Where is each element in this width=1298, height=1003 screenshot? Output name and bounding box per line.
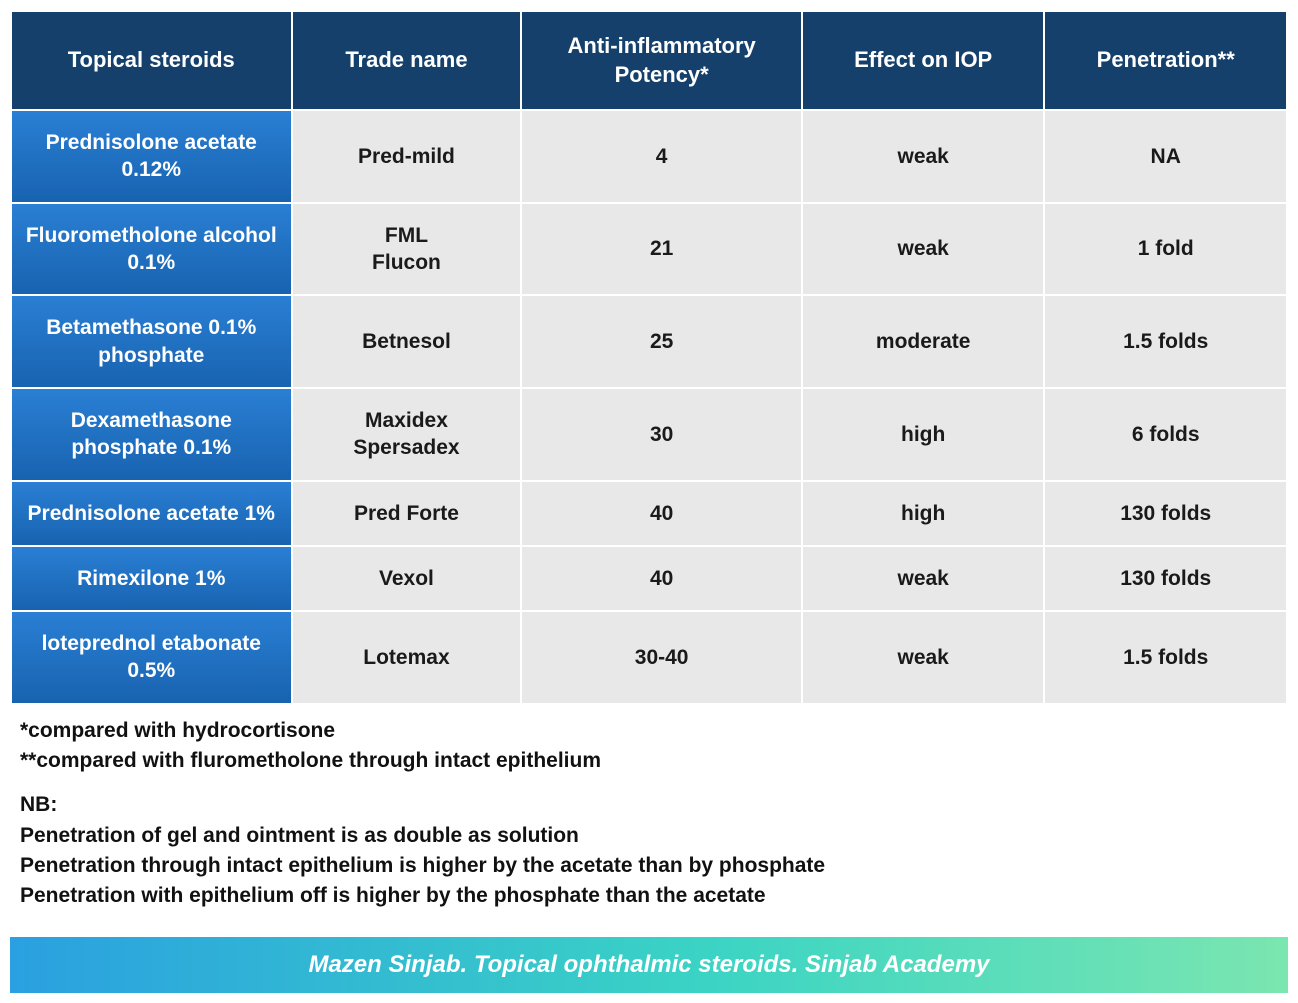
footnote-1: *compared with hydrocortisone [20, 717, 1278, 745]
row-header: Betamethasone 0.1% phosphate [12, 296, 291, 387]
notes-block: *compared with hydrocortisone **compared… [10, 705, 1288, 923]
nb-line-3: Penetration with epithelium off is highe… [20, 882, 1278, 910]
cell-trade: Pred Forte [293, 482, 521, 545]
cell-penetration: 130 folds [1045, 547, 1286, 610]
cell-trade: Betnesol [293, 296, 521, 387]
table-row: Rimexilone 1%Vexol40weak130 folds [12, 547, 1286, 610]
row-header: Fluorometholone alcohol 0.1% [12, 204, 291, 295]
nb-label: NB: [20, 791, 1278, 819]
nb-line-2: Penetration through intact epithelium is… [20, 852, 1278, 880]
cell-potency: 21 [522, 204, 801, 295]
col-header-steroid: Topical steroids [12, 12, 291, 109]
row-header: Dexamethasone phosphate 0.1% [12, 389, 291, 480]
cell-potency: 30 [522, 389, 801, 480]
cell-iop: weak [803, 204, 1044, 295]
cell-penetration: 130 folds [1045, 482, 1286, 545]
col-header-potency: Anti-inflammatory Potency* [522, 12, 801, 109]
cell-iop: weak [803, 547, 1044, 610]
cell-trade: MaxidexSpersadex [293, 389, 521, 480]
steroid-table: Topical steroids Trade name Anti-inflamm… [10, 10, 1288, 705]
footer-text: Mazen Sinjab. Topical ophthalmic steroid… [308, 951, 989, 978]
table-row: loteprednol etabonate 0.5%Lotemax30-40we… [12, 612, 1286, 703]
table-row: Betamethasone 0.1% phosphateBetnesol25mo… [12, 296, 1286, 387]
cell-iop: high [803, 482, 1044, 545]
row-header: Prednisolone acetate 0.12% [12, 111, 291, 202]
cell-iop: weak [803, 111, 1044, 202]
table-body: Prednisolone acetate 0.12%Pred-mild4weak… [12, 111, 1286, 703]
col-header-iop: Effect on IOP [803, 12, 1044, 109]
cell-trade: Vexol [293, 547, 521, 610]
nb-line-1: Penetration of gel and ointment is as do… [20, 822, 1278, 850]
table-header: Topical steroids Trade name Anti-inflamm… [12, 12, 1286, 109]
cell-penetration: 1.5 folds [1045, 612, 1286, 703]
cell-trade: FMLFlucon [293, 204, 521, 295]
cell-penetration: 6 folds [1045, 389, 1286, 480]
cell-penetration: NA [1045, 111, 1286, 202]
col-header-penetration: Penetration** [1045, 12, 1286, 109]
cell-penetration: 1 fold [1045, 204, 1286, 295]
row-header: Prednisolone acetate 1% [12, 482, 291, 545]
cell-trade: Lotemax [293, 612, 521, 703]
cell-iop: moderate [803, 296, 1044, 387]
table-row: Dexamethasone phosphate 0.1%MaxidexSpers… [12, 389, 1286, 480]
footer-banner: Mazen Sinjab. Topical ophthalmic steroid… [10, 937, 1288, 993]
cell-potency: 25 [522, 296, 801, 387]
cell-penetration: 1.5 folds [1045, 296, 1286, 387]
table-row: Fluorometholone alcohol 0.1%FMLFlucon21w… [12, 204, 1286, 295]
steroid-table-wrap: Topical steroids Trade name Anti-inflamm… [10, 10, 1288, 705]
row-header: Rimexilone 1% [12, 547, 291, 610]
cell-iop: weak [803, 612, 1044, 703]
col-header-trade: Trade name [293, 12, 521, 109]
table-row: Prednisolone acetate 0.12%Pred-mild4weak… [12, 111, 1286, 202]
cell-trade: Pred-mild [293, 111, 521, 202]
cell-potency: 30-40 [522, 612, 801, 703]
footnote-2: **compared with flurometholone through i… [20, 747, 1278, 775]
row-header: loteprednol etabonate 0.5% [12, 612, 291, 703]
table-row: Prednisolone acetate 1%Pred Forte40high1… [12, 482, 1286, 545]
cell-potency: 40 [522, 482, 801, 545]
cell-iop: high [803, 389, 1044, 480]
cell-potency: 4 [522, 111, 801, 202]
cell-potency: 40 [522, 547, 801, 610]
